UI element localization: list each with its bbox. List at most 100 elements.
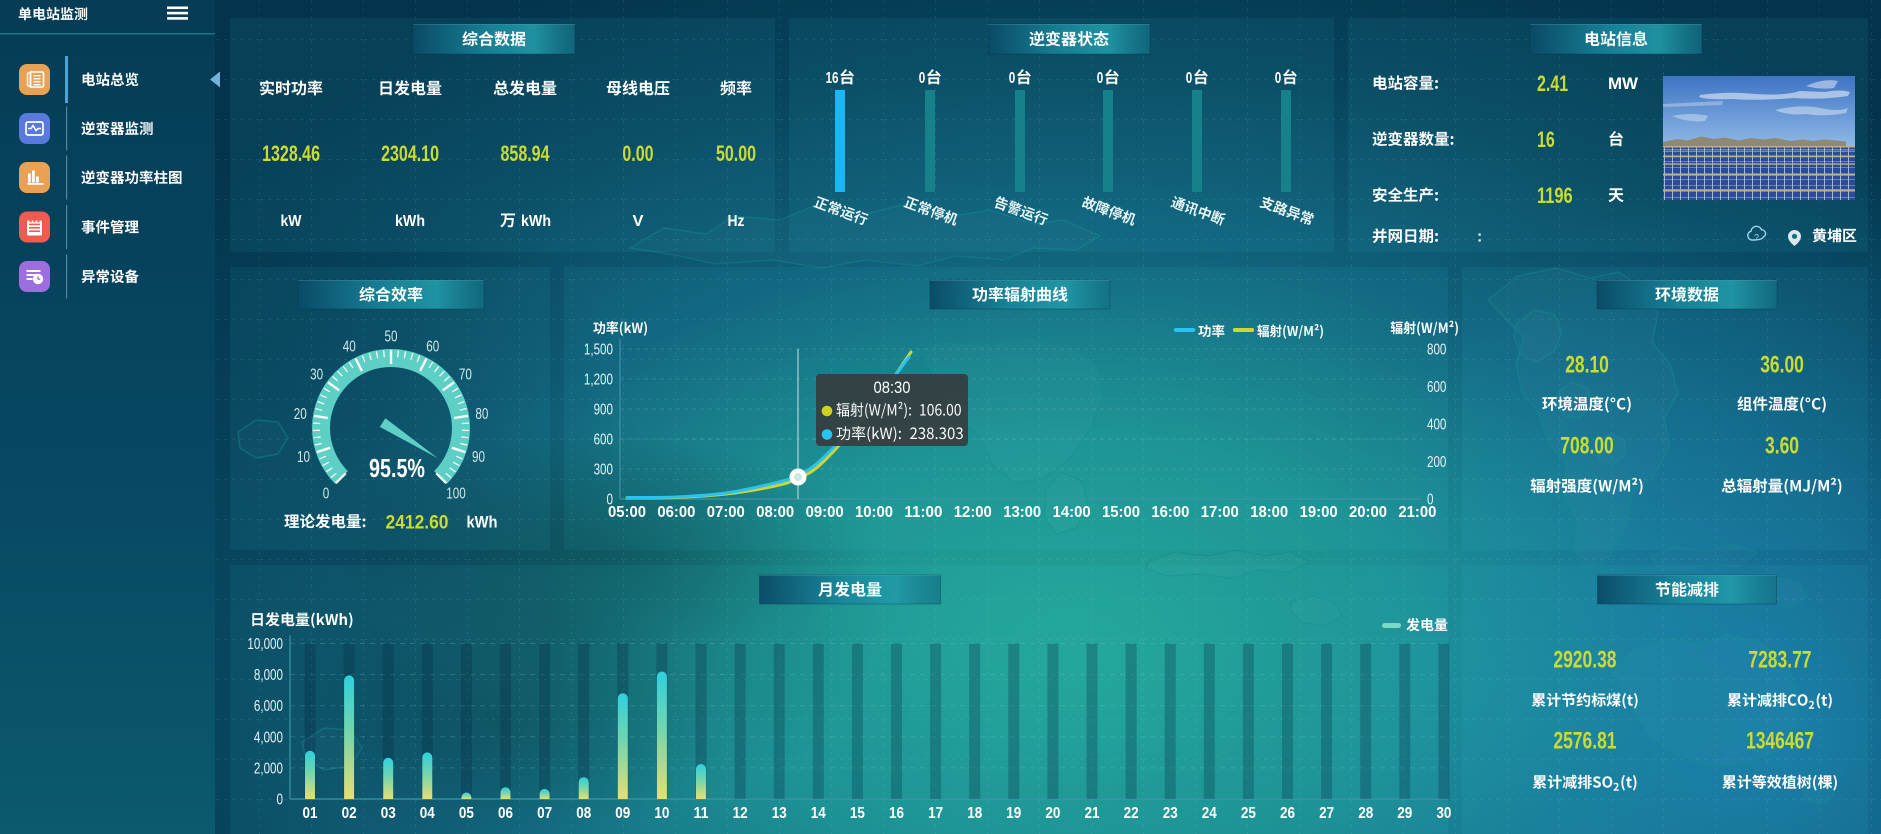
svg-text:28.10: 28.10 bbox=[1565, 352, 1609, 379]
svg-text:100: 100 bbox=[446, 486, 465, 503]
svg-text:1328.46: 1328.46 bbox=[262, 141, 320, 166]
svg-text:10: 10 bbox=[297, 449, 310, 466]
svg-text:8,000: 8,000 bbox=[254, 667, 283, 684]
svg-text:kWh: kWh bbox=[395, 213, 425, 230]
svg-text:13: 13 bbox=[772, 805, 787, 822]
svg-text:60: 60 bbox=[426, 339, 439, 356]
svg-text:08:00: 08:00 bbox=[756, 504, 794, 521]
svg-text:03: 03 bbox=[381, 805, 396, 822]
svg-text:0: 0 bbox=[919, 70, 926, 87]
svg-text:16: 16 bbox=[889, 805, 904, 822]
svg-text:2920.38: 2920.38 bbox=[1553, 647, 1616, 674]
svg-text:kW: kW bbox=[281, 213, 303, 230]
svg-text:11: 11 bbox=[694, 805, 709, 822]
svg-text:21: 21 bbox=[1085, 805, 1100, 822]
svg-text:0.00: 0.00 bbox=[622, 141, 653, 166]
svg-text:0: 0 bbox=[1186, 70, 1193, 87]
svg-text:kWh: kWh bbox=[467, 513, 498, 532]
svg-text:0: 0 bbox=[1097, 70, 1104, 87]
svg-text:09:00: 09:00 bbox=[806, 504, 844, 521]
svg-text:1196: 1196 bbox=[1537, 183, 1573, 208]
svg-text:800: 800 bbox=[1427, 342, 1446, 359]
svg-text:10,000: 10,000 bbox=[247, 636, 283, 653]
svg-text:kWh: kWh bbox=[521, 213, 551, 230]
svg-text:06: 06 bbox=[498, 805, 513, 822]
svg-text:80: 80 bbox=[475, 406, 488, 423]
svg-text:07:00: 07:00 bbox=[707, 504, 745, 521]
svg-text:28: 28 bbox=[1358, 805, 1373, 822]
svg-text:40: 40 bbox=[343, 339, 356, 356]
svg-text:01: 01 bbox=[303, 805, 318, 822]
svg-text:17:00: 17:00 bbox=[1201, 504, 1239, 521]
svg-text:900: 900 bbox=[594, 402, 613, 419]
svg-text::: : bbox=[1477, 229, 1482, 246]
svg-text:?: ? bbox=[1754, 233, 1759, 243]
svg-text:600: 600 bbox=[1427, 379, 1446, 396]
svg-text:23: 23 bbox=[1163, 805, 1178, 822]
svg-text:36.00: 36.00 bbox=[1760, 352, 1804, 379]
svg-text:2,000: 2,000 bbox=[254, 760, 283, 777]
svg-text:08:30: 08:30 bbox=[874, 378, 911, 397]
svg-text:2.41: 2.41 bbox=[1537, 71, 1568, 96]
svg-text:24: 24 bbox=[1202, 805, 1217, 822]
svg-text:858.94: 858.94 bbox=[501, 141, 551, 166]
svg-text:0: 0 bbox=[1009, 70, 1016, 87]
svg-text:04: 04 bbox=[420, 805, 435, 822]
svg-text:95.5%: 95.5% bbox=[369, 453, 425, 483]
svg-text:400: 400 bbox=[1427, 417, 1446, 434]
svg-text:27: 27 bbox=[1319, 805, 1334, 822]
svg-text:19: 19 bbox=[1006, 805, 1021, 822]
svg-text:50.00: 50.00 bbox=[716, 141, 756, 166]
svg-text:16:00: 16:00 bbox=[1151, 504, 1189, 521]
svg-text:07: 07 bbox=[537, 805, 552, 822]
svg-text:MW: MW bbox=[1608, 74, 1639, 93]
svg-text:1346467: 1346467 bbox=[1746, 728, 1814, 755]
svg-text:V: V bbox=[633, 213, 644, 230]
svg-text:17: 17 bbox=[928, 805, 943, 822]
svg-text:08: 08 bbox=[576, 805, 591, 822]
svg-text:20:00: 20:00 bbox=[1349, 504, 1387, 521]
svg-text:22: 22 bbox=[1124, 805, 1139, 822]
svg-text:2576.81: 2576.81 bbox=[1553, 728, 1616, 755]
svg-text:4,000: 4,000 bbox=[254, 729, 283, 746]
svg-text:29: 29 bbox=[1397, 805, 1412, 822]
svg-text:90: 90 bbox=[472, 449, 485, 466]
svg-text:1,500: 1,500 bbox=[584, 342, 613, 359]
svg-text:20: 20 bbox=[1045, 805, 1060, 822]
svg-text:20: 20 bbox=[294, 406, 307, 423]
svg-text:3.60: 3.60 bbox=[1765, 433, 1799, 460]
svg-text:12: 12 bbox=[733, 805, 748, 822]
svg-text:21:00: 21:00 bbox=[1398, 504, 1436, 521]
svg-text:13:00: 13:00 bbox=[1003, 504, 1041, 521]
svg-text:16: 16 bbox=[826, 70, 839, 87]
svg-text:02: 02 bbox=[342, 805, 357, 822]
svg-text:26: 26 bbox=[1280, 805, 1295, 822]
svg-text:05:00: 05:00 bbox=[608, 504, 646, 521]
svg-text:19:00: 19:00 bbox=[1300, 504, 1338, 521]
svg-text:10:00: 10:00 bbox=[855, 504, 893, 521]
svg-text:1,200: 1,200 bbox=[584, 372, 613, 389]
svg-text:0: 0 bbox=[1275, 70, 1282, 87]
svg-text:0: 0 bbox=[1427, 492, 1434, 509]
svg-text:25: 25 bbox=[1241, 805, 1256, 822]
svg-text:0: 0 bbox=[277, 792, 284, 809]
svg-text:600: 600 bbox=[594, 432, 613, 449]
svg-text:14:00: 14:00 bbox=[1053, 504, 1091, 521]
svg-text:09: 09 bbox=[615, 805, 630, 822]
svg-text:12:00: 12:00 bbox=[954, 504, 992, 521]
svg-text:6,000: 6,000 bbox=[254, 698, 283, 715]
svg-text:0: 0 bbox=[323, 486, 330, 503]
svg-text:10: 10 bbox=[654, 805, 669, 822]
svg-text:14: 14 bbox=[811, 805, 826, 822]
svg-text:30: 30 bbox=[1436, 805, 1451, 822]
svg-text:18: 18 bbox=[967, 805, 982, 822]
svg-text:2412.60: 2412.60 bbox=[386, 513, 449, 534]
svg-text:16: 16 bbox=[1537, 127, 1555, 152]
svg-text:Hz: Hz bbox=[728, 213, 745, 230]
svg-text:15: 15 bbox=[850, 805, 865, 822]
svg-text:708.00: 708.00 bbox=[1560, 433, 1613, 460]
svg-text:15:00: 15:00 bbox=[1102, 504, 1140, 521]
svg-text:05: 05 bbox=[459, 805, 474, 822]
svg-text:70: 70 bbox=[459, 366, 472, 383]
svg-text:18:00: 18:00 bbox=[1250, 504, 1288, 521]
